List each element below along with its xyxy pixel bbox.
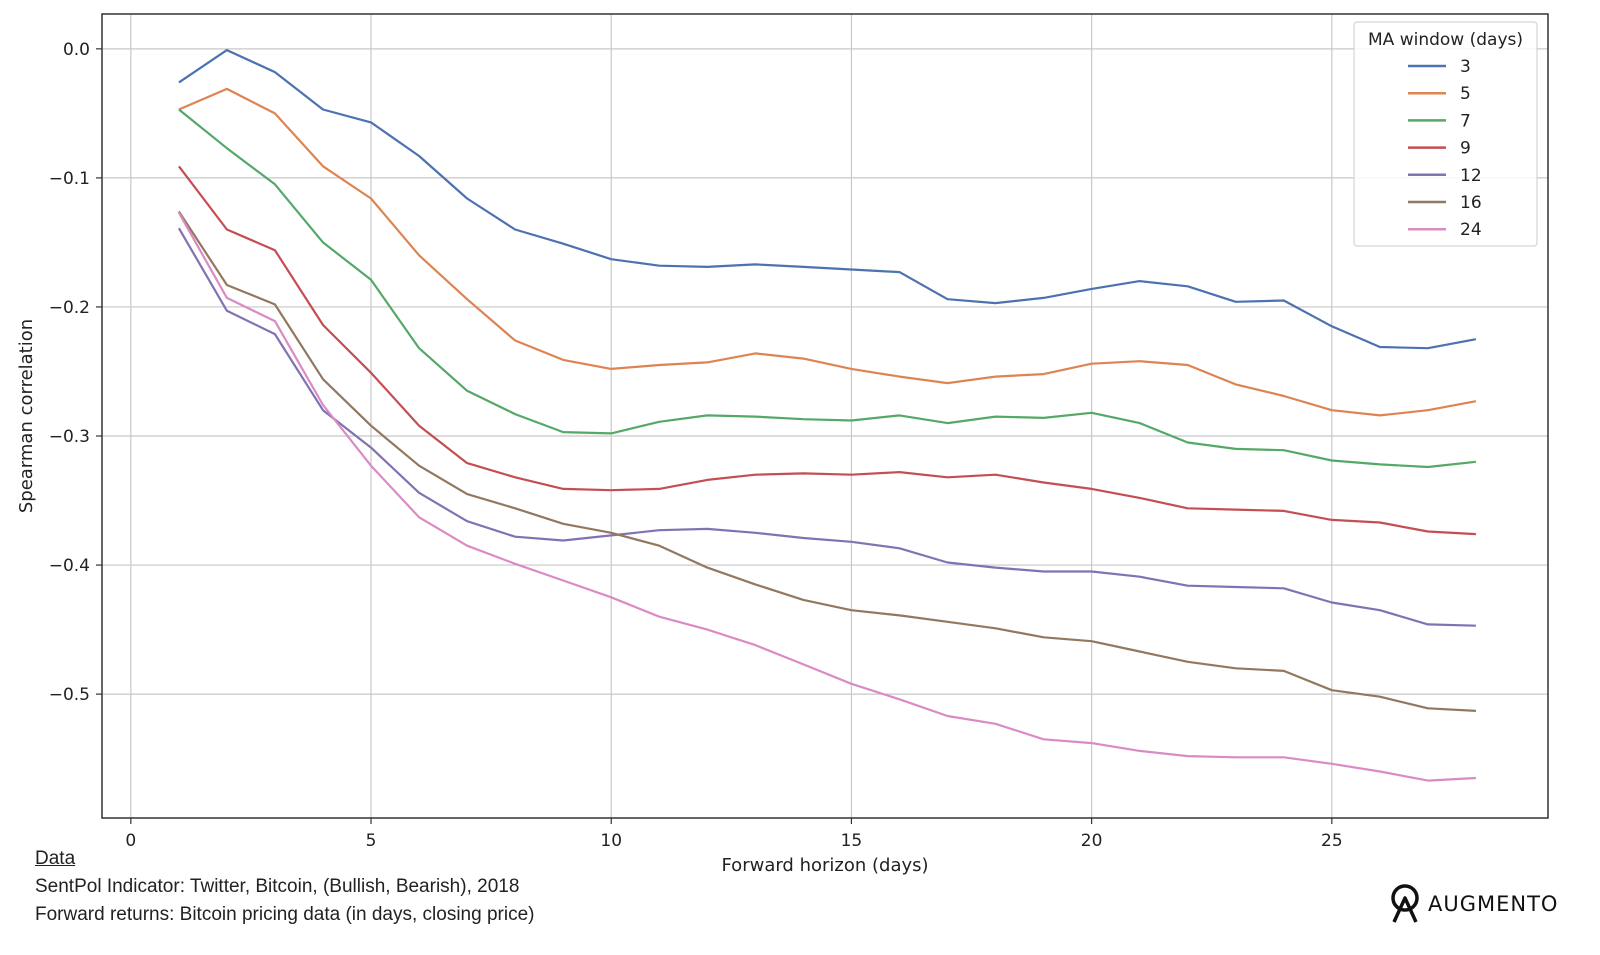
plot-frame (101, 13, 1549, 819)
y-tick-label: −0.1 (49, 169, 90, 189)
y-axis-label: Spearman correlation (16, 319, 37, 513)
x-tick-label: 15 (841, 831, 863, 851)
footer-line-returns: Forward returns: Bitcoin pricing data (i… (35, 904, 535, 925)
y-tick-label: −0.5 (49, 685, 90, 705)
brand-logo: AUGMENTO (1388, 880, 1558, 928)
y-tick-label: −0.2 (49, 298, 90, 318)
x-axis-ticks: 0 5 10 15 20 25 (125, 818, 1343, 851)
legend-label-3: 3 (1460, 57, 1471, 77)
brand-name: AUGMENTO (1428, 892, 1559, 916)
y-axis-ticks: 0.0 −0.1 −0.2 −0.3 −0.4 −0.5 (49, 40, 102, 705)
series-line-3 (178, 48, 1477, 350)
x-tick-label: 10 (600, 831, 622, 851)
legend: MA window (days) 3 5 7 9 12 16 24 (1353, 21, 1538, 247)
legend-items: 3 5 7 9 12 16 24 (1408, 57, 1482, 240)
y-tick-label: −0.4 (49, 556, 90, 576)
series-lines (177, 48, 1477, 782)
series-line-5 (178, 87, 1477, 417)
series-line-12 (177, 227, 1476, 627)
legend-label-5: 5 (1460, 84, 1471, 104)
y-tick-label: 0.0 (63, 40, 90, 60)
legend-label-9: 9 (1460, 139, 1471, 159)
legend-label-24: 24 (1460, 220, 1482, 240)
legend-title: MA window (days) (1368, 30, 1523, 50)
x-tick-label: 5 (366, 831, 377, 851)
grid (102, 14, 1548, 818)
x-axis-label: Forward horizon (days) (721, 855, 928, 876)
x-tick-label: 20 (1081, 831, 1103, 851)
legend-label-16: 16 (1460, 193, 1482, 213)
legend-box (1353, 21, 1538, 247)
series-line-24 (177, 212, 1476, 782)
legend-label-7: 7 (1460, 111, 1471, 131)
footer-heading: Data (35, 848, 76, 869)
data-source-footer: Data SentPol Indicator: Twitter, Bitcoin… (35, 845, 534, 929)
x-tick-label: 0 (125, 831, 136, 851)
series-line-9 (178, 165, 1476, 536)
legend-label-12: 12 (1460, 166, 1482, 186)
footer-line-indicator: SentPol Indicator: Twitter, Bitcoin, (Bu… (35, 876, 520, 897)
series-line-7 (178, 108, 1477, 469)
x-tick-label: 25 (1321, 831, 1343, 851)
augmento-logo-icon (1391, 884, 1419, 923)
y-tick-label: −0.3 (49, 427, 90, 447)
series-line-16 (177, 210, 1476, 712)
